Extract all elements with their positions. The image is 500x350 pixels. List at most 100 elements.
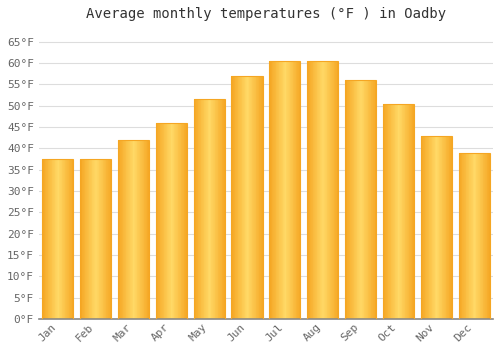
Bar [165, 123, 166, 319]
Bar [107, 159, 108, 319]
Bar [244, 76, 246, 319]
Bar [350, 80, 352, 319]
Bar [308, 61, 310, 319]
Bar [131, 140, 132, 319]
Bar [242, 76, 243, 319]
Bar [130, 140, 131, 319]
Bar [403, 104, 404, 319]
Bar [390, 104, 392, 319]
Bar [385, 104, 386, 319]
Bar [248, 76, 250, 319]
Bar [140, 140, 141, 319]
Bar [442, 135, 444, 319]
Bar [247, 76, 248, 319]
Bar [91, 159, 92, 319]
Bar [402, 104, 403, 319]
Bar [183, 123, 184, 319]
Bar [179, 123, 180, 319]
Bar [287, 61, 288, 319]
Bar [356, 80, 358, 319]
Bar [164, 123, 165, 319]
Bar [92, 159, 94, 319]
Bar [489, 153, 490, 319]
Bar [148, 140, 149, 319]
Bar [468, 153, 469, 319]
Bar [474, 153, 475, 319]
Bar [216, 99, 217, 319]
Bar [458, 153, 490, 319]
Bar [144, 140, 145, 319]
Bar [83, 159, 84, 319]
Bar [278, 61, 280, 319]
Bar [288, 61, 290, 319]
Bar [400, 104, 402, 319]
Bar [345, 80, 376, 319]
Bar [482, 153, 484, 319]
Bar [84, 159, 86, 319]
Bar [386, 104, 387, 319]
Bar [233, 76, 234, 319]
Bar [53, 159, 54, 319]
Bar [484, 153, 485, 319]
Bar [388, 104, 389, 319]
Bar [63, 159, 64, 319]
Bar [44, 159, 46, 319]
Bar [214, 99, 216, 319]
Bar [404, 104, 406, 319]
Bar [118, 140, 120, 319]
Bar [307, 61, 308, 319]
Bar [372, 80, 373, 319]
Bar [458, 153, 460, 319]
Bar [234, 76, 236, 319]
Bar [355, 80, 356, 319]
Bar [448, 135, 450, 319]
Bar [445, 135, 446, 319]
Bar [232, 76, 233, 319]
Bar [122, 140, 124, 319]
Bar [207, 99, 208, 319]
Bar [145, 140, 146, 319]
Bar [421, 135, 422, 319]
Bar [384, 104, 385, 319]
Bar [104, 159, 105, 319]
Bar [141, 140, 142, 319]
Bar [431, 135, 432, 319]
Bar [413, 104, 414, 319]
Bar [358, 80, 359, 319]
Bar [68, 159, 70, 319]
Bar [121, 140, 122, 319]
Bar [432, 135, 433, 319]
Bar [62, 159, 63, 319]
Bar [280, 61, 281, 319]
Bar [333, 61, 334, 319]
Bar [326, 61, 328, 319]
Bar [261, 76, 262, 319]
Bar [407, 104, 408, 319]
Bar [80, 159, 81, 319]
Bar [315, 61, 316, 319]
Bar [364, 80, 365, 319]
Bar [182, 123, 183, 319]
Bar [194, 99, 195, 319]
Bar [451, 135, 452, 319]
Bar [217, 99, 218, 319]
Bar [392, 104, 393, 319]
Bar [57, 159, 58, 319]
Bar [314, 61, 315, 319]
Bar [66, 159, 67, 319]
Bar [105, 159, 106, 319]
Bar [95, 159, 96, 319]
Bar [43, 159, 44, 319]
Bar [464, 153, 465, 319]
Bar [98, 159, 100, 319]
Bar [370, 80, 372, 319]
Bar [90, 159, 91, 319]
Bar [199, 99, 200, 319]
Bar [48, 159, 49, 319]
Bar [54, 159, 56, 319]
Bar [146, 140, 148, 319]
Bar [196, 99, 198, 319]
Bar [485, 153, 486, 319]
Bar [87, 159, 88, 319]
Bar [440, 135, 441, 319]
